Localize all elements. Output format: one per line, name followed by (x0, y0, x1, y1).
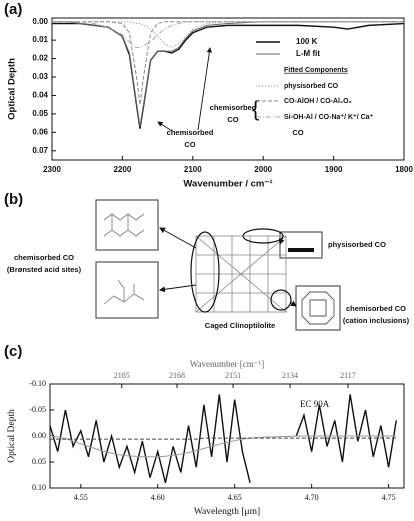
node-label: chemisorbed CO (346, 304, 406, 313)
y-tick-label: 0.10 (32, 483, 46, 492)
site-ellipse (270, 289, 292, 311)
y-axis-title: Optical Depth (7, 58, 18, 120)
y-axis-title: Optical Depth (7, 409, 17, 463)
x2-tick-label: 2134 (282, 371, 298, 380)
annotation: chemisorbed (210, 103, 257, 112)
x2-tick-label: 2117 (340, 371, 356, 380)
x-tick-label: 1900 (325, 165, 343, 174)
lattice (195, 235, 287, 313)
x-tick-label: 2200 (114, 165, 132, 174)
x2-tick-label: 2151 (225, 371, 241, 380)
series-line (50, 437, 397, 440)
x2-tick-label: 2185 (114, 371, 130, 380)
series-line (52, 21, 404, 49)
legend-label: L-M fit (296, 49, 320, 58)
series-line (52, 21, 404, 105)
diagram: (b) chemisorbed CO (Brønsted acid sites)… (4, 191, 410, 331)
node-label: physisorbed CO (328, 240, 386, 249)
node-sublabel: (cation inclusions) (343, 316, 410, 325)
annotation: CO (227, 115, 238, 124)
arrows (159, 227, 297, 307)
y-tick-label: 0.03 (32, 72, 48, 81)
node-sublabel: (Brønsted acid sites) (7, 265, 82, 274)
molecule-sketch (103, 213, 145, 237)
x-tick-label: 2000 (254, 165, 272, 174)
y-tick-label: 0.00 (32, 17, 48, 26)
site-box (279, 231, 323, 259)
x-axis-title: Wavelength [μm] (194, 507, 260, 517)
x-tick-label: 2300 (43, 165, 61, 174)
legend-label: CO-AlOH / CO-Al₂O₃ (284, 98, 352, 105)
y-tick-label: 0.01 (32, 35, 48, 44)
site-box (95, 261, 159, 319)
cage-sketch (301, 291, 335, 325)
x-tick-label: 4.70 (305, 493, 319, 502)
x-tick-label: 4.55 (74, 493, 88, 502)
legend-heading: Fitted Components (284, 67, 348, 74)
panel-label: (a) (4, 1, 22, 18)
site-box (95, 199, 159, 251)
bracket: { (252, 96, 259, 121)
x2-axis-title: Wavenumber [cm⁻¹] (190, 359, 264, 369)
y-tick-label: 0.05 (32, 109, 48, 118)
y-tick-label: 0.06 (32, 127, 48, 136)
site-ellipse (190, 231, 220, 313)
legend-label: physisorbed CO (284, 83, 339, 90)
annotation: chemisorbed (167, 128, 214, 137)
molecule-sketch (103, 279, 145, 305)
y-tick-label: 0.02 (32, 54, 48, 63)
node-label: chemisorbed CO (14, 253, 74, 262)
panel-label: (c) (4, 343, 22, 360)
y-tick-label: 0.07 (32, 146, 48, 155)
molecule-sketch (288, 248, 314, 252)
x-axis-title: Wavenumber / cm⁻¹ (183, 179, 272, 190)
plot-frame (51, 17, 405, 161)
x-tick-label: 4.65 (228, 493, 242, 502)
annotation: CO (292, 128, 303, 137)
y-tick-label: -0.05 (29, 405, 46, 414)
y-tick-label: -0.10 (29, 379, 46, 388)
legend-label: 100 K (296, 37, 318, 46)
y-tick-label: 0.00 (32, 431, 46, 440)
series-line (52, 21, 404, 49)
x-tick-label: 4.75 (382, 493, 396, 502)
series-line (50, 435, 397, 458)
annotation: EC 90A (300, 399, 330, 409)
node-label: Caged Clinoptilolite (205, 321, 275, 330)
series-line (50, 394, 397, 483)
y-tick-label: 0.05 (32, 457, 46, 466)
panel-label: (b) (4, 191, 23, 208)
x-tick-label: 4.60 (151, 493, 165, 502)
annotation: CO (184, 140, 195, 149)
annotation-arrows (157, 47, 213, 132)
y-tick-label: 0.04 (32, 91, 48, 100)
x2-tick-label: 2168 (169, 371, 185, 380)
x-tick-label: 1800 (395, 165, 413, 174)
site-box (295, 285, 341, 331)
x-tick-label: 2100 (184, 165, 202, 174)
legend-label: Si-OH-Al / CO-Na⁺/ K⁺/ Ca⁺ (284, 114, 374, 121)
